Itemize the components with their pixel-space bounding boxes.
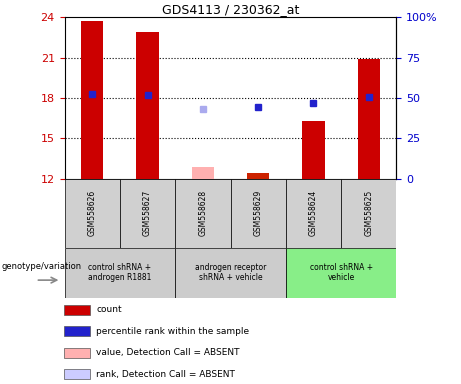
Text: value, Detection Call = ABSENT: value, Detection Call = ABSENT [96,348,240,357]
Bar [341,179,396,248]
Text: control shRNA +
androgen R1881: control shRNA + androgen R1881 [88,263,152,282]
Text: genotype/variation: genotype/variation [1,262,82,271]
Bar [286,248,396,298]
Text: percentile rank within the sample: percentile rank within the sample [96,327,249,336]
Text: GSM558627: GSM558627 [143,190,152,236]
Bar [81,22,103,179]
Bar [302,121,325,179]
Bar [175,179,230,248]
Text: androgen receptor
shRNA + vehicle: androgen receptor shRNA + vehicle [195,263,266,282]
Text: GSM558628: GSM558628 [198,190,207,236]
Bar [247,172,269,179]
Text: GSM558626: GSM558626 [88,190,97,236]
Bar [64,369,90,379]
Bar [65,179,120,248]
Title: GDS4113 / 230362_at: GDS4113 / 230362_at [162,3,299,16]
Bar [192,167,214,179]
Bar [64,326,90,336]
Bar [230,179,286,248]
Text: GSM558624: GSM558624 [309,190,318,236]
Bar [358,59,380,179]
Text: rank, Detection Call = ABSENT: rank, Detection Call = ABSENT [96,369,235,379]
Bar [175,248,286,298]
Bar [286,179,341,248]
Bar [64,348,90,358]
Bar [65,248,175,298]
Bar [136,32,159,179]
Bar [120,179,175,248]
Text: count: count [96,305,122,314]
Bar [64,305,90,314]
Text: GSM558629: GSM558629 [254,190,263,236]
Text: GSM558625: GSM558625 [364,190,373,236]
Text: control shRNA +
vehicle: control shRNA + vehicle [310,263,372,282]
